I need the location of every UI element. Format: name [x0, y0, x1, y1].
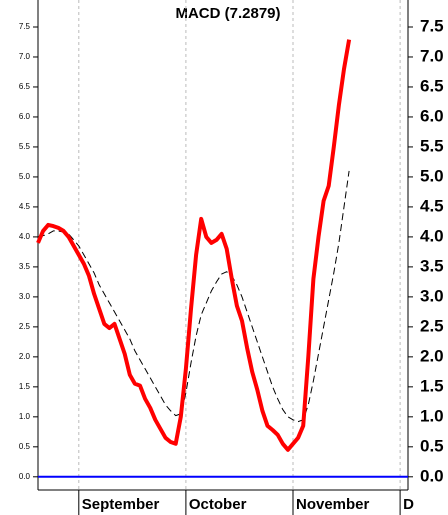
- y2-tick-label: 3.5: [420, 256, 444, 275]
- x-tick-label: October: [189, 496, 247, 513]
- macd-line: [36, 39, 352, 452]
- y2-tick-label: 2.0: [420, 346, 444, 365]
- x-tick-label: September: [82, 496, 160, 513]
- x-tick-label: D: [403, 496, 414, 513]
- y-tick-label: 2.5: [19, 322, 31, 331]
- y-tick-label: 7.5: [19, 22, 31, 31]
- x-tick-label: November: [296, 496, 370, 513]
- y2-tick-label: 3.0: [420, 286, 444, 305]
- y2-tick-label: 1.5: [420, 376, 444, 395]
- y-tick-label: 0.5: [19, 442, 31, 451]
- y-tick-label: 1.5: [19, 382, 31, 391]
- signal-line: [37, 170, 350, 423]
- y2-tick-label: 2.5: [420, 316, 444, 335]
- y2-tick-label: 0.5: [420, 436, 444, 455]
- y-tick-label: 5.5: [19, 142, 31, 151]
- y2-tick-label: 1.0: [420, 406, 444, 425]
- y-tick-label: 7.0: [19, 52, 31, 61]
- y2-tick-label: 5.0: [420, 166, 444, 185]
- y-tick-label: 4.0: [19, 232, 31, 241]
- y2-tick-label: 6.0: [420, 106, 444, 125]
- y2-tick-label: 6.5: [420, 76, 444, 95]
- y-tick-label: 4.5: [19, 202, 31, 211]
- y-tick-label: 3.5: [19, 262, 31, 271]
- y-tick-label: 5.0: [19, 172, 31, 181]
- y2-tick-label: 4.0: [420, 226, 444, 245]
- y-tick-label: 3.0: [19, 292, 31, 301]
- y-tick-label: 0.0: [19, 472, 31, 481]
- y-tick-label: 6.0: [19, 112, 31, 121]
- y2-tick-label: 0.0: [420, 466, 444, 485]
- y2-tick-label: 5.5: [420, 136, 444, 155]
- y-tick-label: 1.0: [19, 412, 31, 421]
- y-tick-label: 6.5: [19, 82, 31, 91]
- chart-title: MACD (7.2879): [175, 5, 280, 22]
- y2-tick-label: 7.0: [420, 46, 444, 65]
- y2-tick-label: 4.5: [420, 196, 444, 215]
- y-tick-label: 2.0: [19, 352, 31, 361]
- y2-tick-label: 7.5: [420, 16, 444, 35]
